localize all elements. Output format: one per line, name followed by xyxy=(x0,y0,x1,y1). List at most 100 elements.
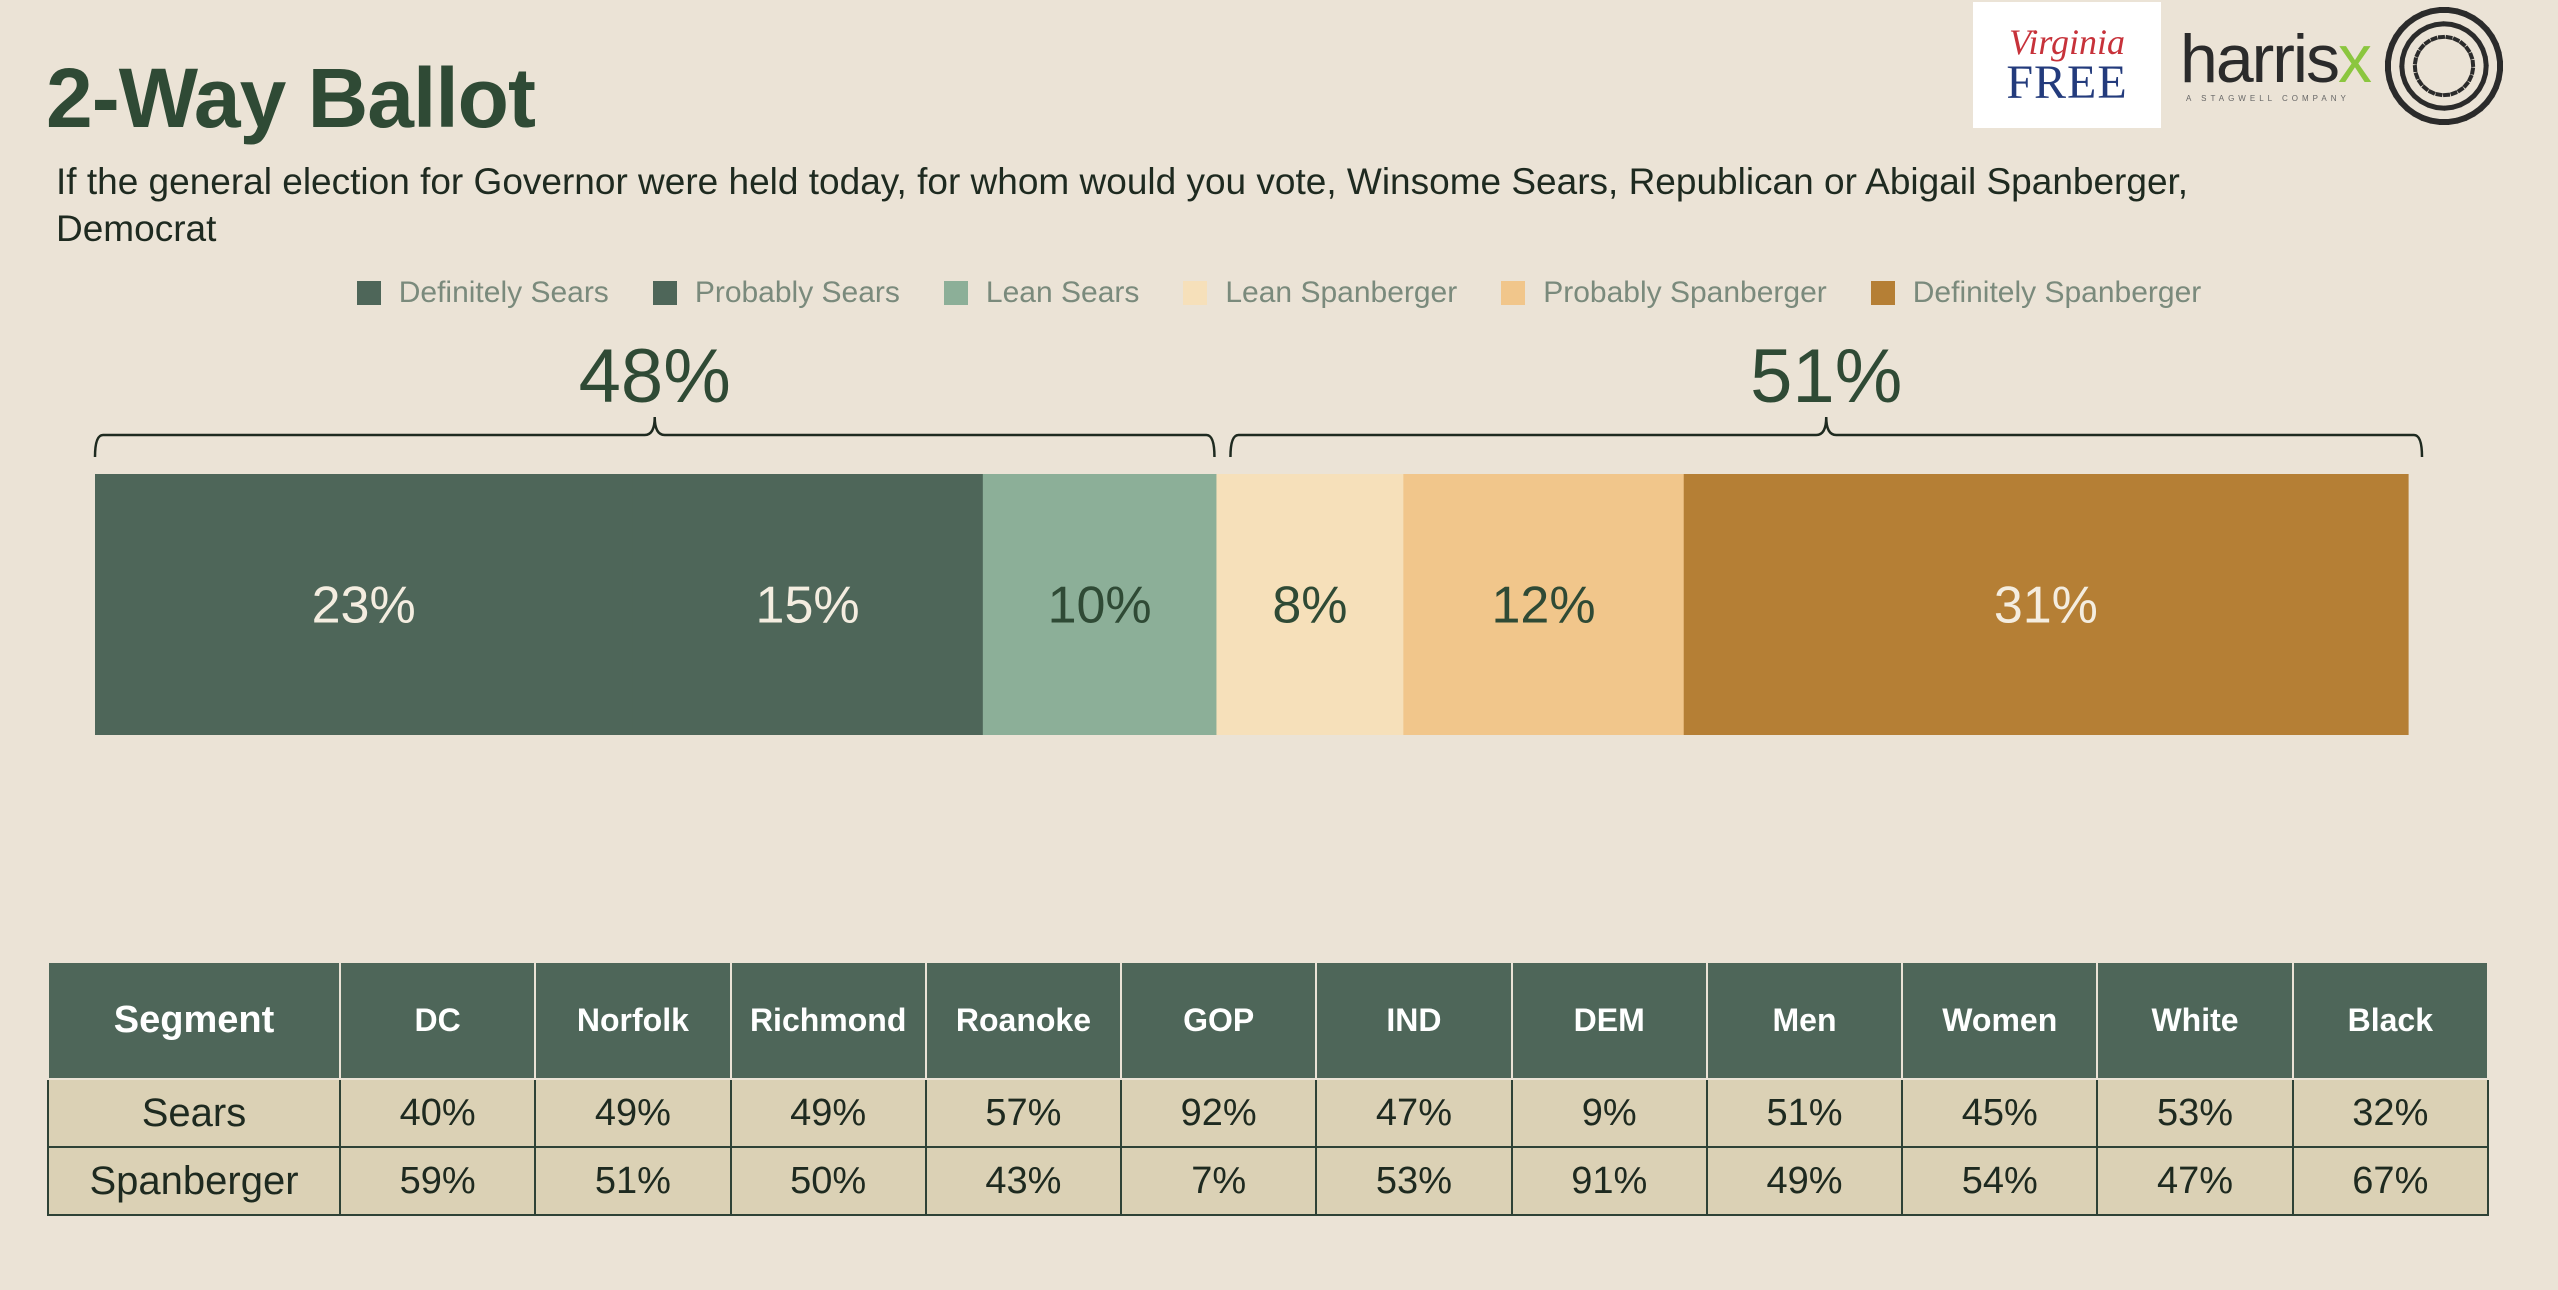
harrisx-x: x xyxy=(2338,21,2372,97)
sunburst-mark xyxy=(2389,85,2400,98)
table-cell: 45% xyxy=(1901,1078,2099,1148)
column-header: IND xyxy=(1315,961,1513,1080)
legend-swatch xyxy=(943,281,968,305)
legend-item: Lean Sears xyxy=(943,276,1139,310)
table-cell: 67% xyxy=(2291,1146,2490,1216)
harrisx-logo: harrisx A STAGWELL COMPANY xyxy=(2180,24,2380,114)
sunburst-mark xyxy=(2480,72,2488,83)
table-cell: 91% xyxy=(1510,1146,1708,1216)
sunburst-mark xyxy=(2447,6,2459,15)
sunburst-mark xyxy=(2437,34,2446,40)
harrisx-subtitle: A STAGWELL COMPANY xyxy=(2186,94,2350,103)
sunburst-mark xyxy=(2471,33,2481,45)
sunburst-mark xyxy=(2451,102,2462,110)
table-row: Spanberger 59% 51% 50% 43% 7% 53% 91% 49% 54% 47% 6… xyxy=(47,1146,2490,1216)
sunburst-mark xyxy=(2399,57,2406,68)
row-name: Sears xyxy=(47,1078,341,1148)
sunburst-mark xyxy=(2421,84,2430,92)
column-header: Women xyxy=(1901,961,2099,1080)
sunburst-mark xyxy=(2495,51,2504,63)
total-bracket xyxy=(1229,416,2424,458)
sunburst-mark xyxy=(2495,69,2504,81)
bar-segment xyxy=(1216,474,1404,735)
sunburst-mark xyxy=(2464,45,2472,54)
legend-item: Lean Spanberger xyxy=(1183,276,1457,310)
sunburst-mark xyxy=(2430,35,2439,42)
table-cell: 49% xyxy=(534,1078,732,1148)
legend-label: Definitely Sears xyxy=(398,276,609,309)
sunburst-mark xyxy=(2447,117,2459,126)
legend-item: Probably Spanberger xyxy=(1501,276,1827,310)
legend-swatch xyxy=(356,281,381,305)
sunburst-mark xyxy=(2407,87,2417,99)
sunburst-mark xyxy=(2412,11,2425,22)
legend-swatch xyxy=(1183,281,1208,305)
table-cell: 54% xyxy=(1901,1146,2099,1216)
total-label: 51% xyxy=(1750,334,1902,419)
sunburst-mark xyxy=(2418,43,2426,52)
bar-value-label: 8% xyxy=(1272,577,1347,635)
bar-segment xyxy=(1683,474,2409,735)
sunburst-mark xyxy=(2449,90,2458,97)
bar-segment xyxy=(95,474,633,735)
sunburst-mark xyxy=(2429,117,2441,126)
legend-item: Definitely Sears xyxy=(356,276,609,310)
bar-value-label: 15% xyxy=(756,577,860,635)
sunburst-mark xyxy=(2416,78,2424,87)
sunburst-logo-icon xyxy=(2384,6,2504,126)
sunburst-mark xyxy=(2412,93,2423,104)
table-cell: 57% xyxy=(924,1078,1123,1148)
sunburst-mark xyxy=(2442,21,2453,28)
sunburst-mark xyxy=(2419,98,2430,108)
sunburst-mark xyxy=(2458,40,2467,48)
sunburst-mark xyxy=(2385,61,2391,71)
sunburst-mark xyxy=(2442,92,2451,98)
sunburst-mark xyxy=(2482,56,2489,67)
table-cell: 59% xyxy=(338,1146,537,1216)
bar-value-label: 10% xyxy=(1048,577,1152,635)
column-header: DC xyxy=(338,961,537,1080)
sunburst-mark xyxy=(2456,86,2465,94)
sunburst-mark xyxy=(2455,8,2467,18)
sunburst-mark xyxy=(2435,104,2446,111)
chart-legend: Definitely Sears Probably Sears Lean Sears… xyxy=(0,276,2558,310)
table-row: Sears 40% 49% 49% 57% 92% 47% 9% 51% 45% 53% 32% xyxy=(47,1078,2490,1148)
sunburst-mark xyxy=(2413,71,2420,80)
question-text: If the general election for Governor wer… xyxy=(56,161,2189,249)
table-cell: 9% xyxy=(1510,1078,1708,1148)
sunburst-mark xyxy=(2445,34,2453,41)
table-cell: 7% xyxy=(1120,1146,1318,1216)
column-header: Richmond xyxy=(729,961,927,1080)
sunburst-mark xyxy=(2412,57,2419,65)
sunburst-mark xyxy=(2386,43,2396,55)
sunburst-mark xyxy=(2443,104,2454,111)
sunburst-mark xyxy=(2427,102,2438,110)
total-bracket xyxy=(93,416,1216,458)
sunburst-mark xyxy=(2414,49,2422,58)
table-cell: 50% xyxy=(729,1146,927,1216)
column-header: Black xyxy=(2291,961,2490,1080)
sunburst-mark xyxy=(2450,22,2461,30)
sunburst-mark xyxy=(2426,22,2437,30)
sunburst-mark xyxy=(2471,87,2482,98)
sunburst-mark xyxy=(2476,40,2486,51)
table-cell: 51% xyxy=(534,1146,732,1216)
legend-label: Definitely Spanberger xyxy=(1912,276,2202,309)
sunburst-mark xyxy=(2421,8,2433,18)
table-cell: 51% xyxy=(1705,1078,1904,1148)
legend-label: Probably Spanberger xyxy=(1543,276,1827,309)
sunburst-mark xyxy=(2402,81,2412,92)
legend-label: Probably Sears xyxy=(694,276,900,309)
row-name: Spanberger xyxy=(47,1146,341,1216)
sunburst-mark xyxy=(2411,29,2423,39)
sunburst-mark xyxy=(2462,80,2470,89)
sunburst-mark xyxy=(2480,48,2488,59)
stacked-bar-chart: 23% 15% 10% 8% 12% 31% 48% 51% xyxy=(93,334,2424,735)
table-cell: 53% xyxy=(1315,1146,1513,1216)
table-cell: 32% xyxy=(2291,1078,2490,1148)
table-cell: 47% xyxy=(1315,1078,1513,1148)
column-header: DEM xyxy=(1510,961,1708,1080)
column-header: Roanoke xyxy=(924,961,1123,1080)
sunburst-mark xyxy=(2439,7,2449,13)
sunburst-mark xyxy=(2418,24,2429,34)
